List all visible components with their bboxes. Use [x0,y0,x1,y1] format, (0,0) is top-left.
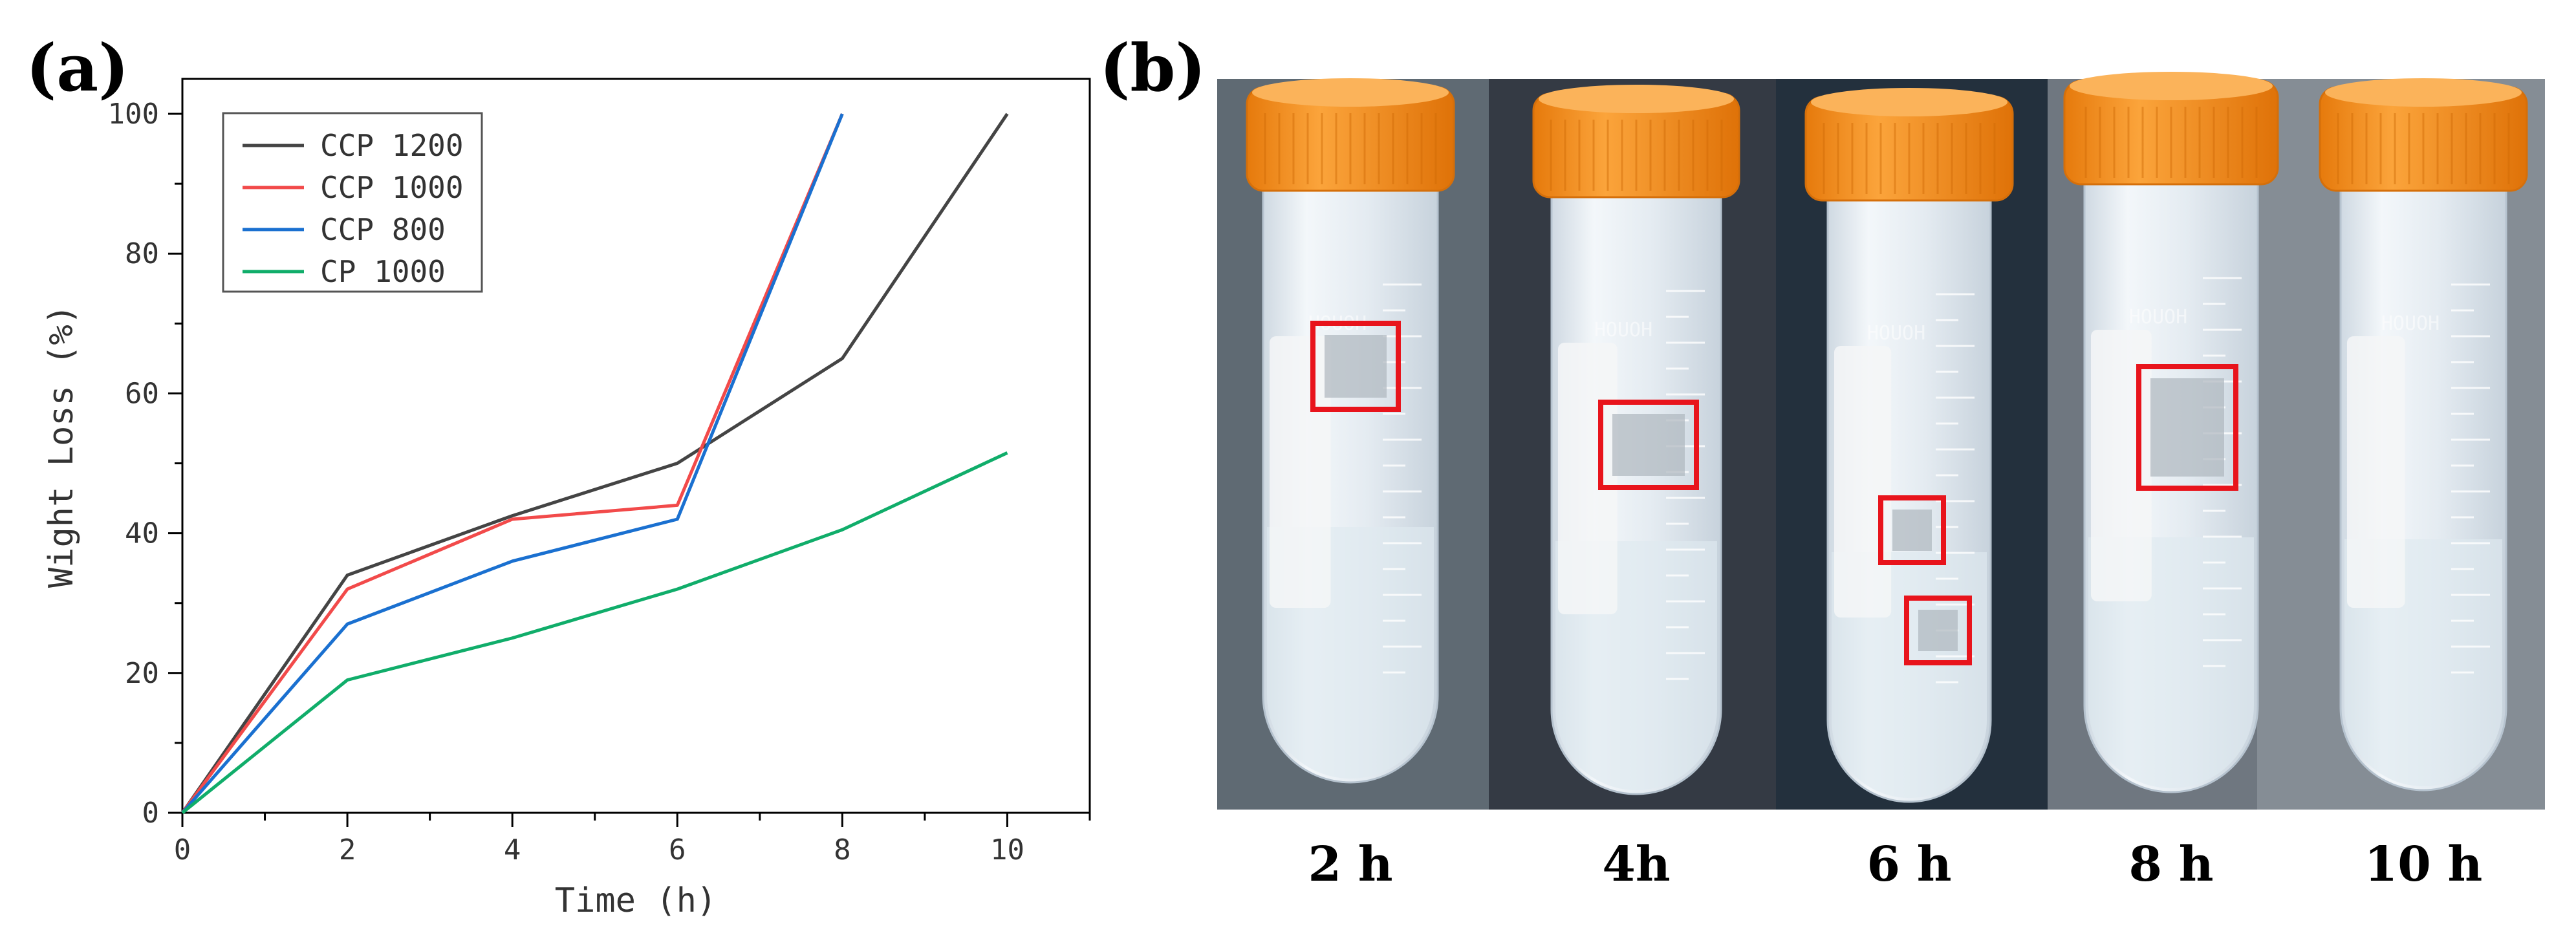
photo-caption: 10 h [2365,837,2483,892]
highlight-box [2136,364,2238,491]
photo-caption: 2 h [1308,837,1392,892]
photo-caption: 4h [1602,837,1670,892]
tube: HOUOH [1804,88,2014,803]
series-line-ccp-1000 [180,113,844,814]
series-line-ccp-1200 [180,113,1009,814]
x-tick-label: 6 [669,833,686,866]
tube-cap-top [2070,72,2273,100]
sample-fragment [1918,610,1958,651]
panel-a: (a) 0 2 4 6 8 10 0 20 40 60 80 100 Time (h) Wight … [26,30,1091,920]
sample-fragment [1325,335,1387,398]
legend-label: CCP 1000 [320,170,464,205]
x-tick-label: 4 [504,833,521,866]
x-tick-label: 8 [834,833,851,866]
photo-caption: 8 h [2128,837,2213,892]
tube-cap-top [1539,85,1734,113]
legend-label: CCP 1200 [320,128,464,163]
sample-fragment [1892,510,1932,551]
tube-print: HOUOH [1867,322,1925,345]
tube-label-patch [1834,346,1892,618]
tube-label-patch [1558,343,1618,614]
x-tick-label: 0 [174,833,191,866]
legend-label: CCP 800 [320,212,446,247]
y-ticks: 0 20 40 60 80 100 [108,98,182,830]
series-line-cp-1000 [181,451,1008,814]
panel-b: (b) HOUOH HOUOH HOUOH HOUOH HOUOH 2 h 4h 6 h 8 … [1099,30,2545,892]
y-tick-label: 40 [125,517,159,550]
tube-cap-top [2325,78,2522,107]
tube-cap-top [1811,88,2008,116]
tube-label-patch [2347,336,2405,608]
photo-captions: 2 h 4h 6 h 8 h 10 h [1308,837,2482,892]
tube: HOUOH [2063,72,2279,793]
tube-print: HOUOH [2129,306,2187,328]
tube-label-patch [2091,330,2152,601]
tube-label-patch [1270,336,1331,608]
photo: HOUOH HOUOH HOUOH HOUOH HOUOH [1217,72,2545,810]
x-ticks: 0 2 4 6 8 10 [174,813,1091,866]
sample-fragment [2150,378,2224,477]
y-axis-label: Wight Loss (%) [42,305,81,588]
y-tick-label: 80 [125,237,159,270]
highlight-box [1904,596,1972,665]
y-tick-label: 0 [142,797,160,830]
x-tick-label: 10 [990,833,1024,866]
series-line-ccp-800 [181,113,844,814]
tube: HOUOH [1532,85,1740,795]
panel-b-label: (b) [1099,30,1206,106]
tube-print: HOUOH [2381,312,2440,335]
panel-a-label: (a) [26,30,129,106]
tube: HOUOH [1246,78,1455,784]
series-lines [180,113,1009,814]
highlight-box [1598,400,1699,490]
highlight-box [1310,321,1401,412]
photo-caption: 6 h [1867,837,1951,892]
tube: HOUOH [2319,78,2528,791]
tube-cap-top [1252,78,1449,107]
sample-fragment [1612,414,1685,476]
legend-label: CP 1000 [320,254,446,289]
y-tick-label: 100 [108,98,159,131]
legend: CCP 1200 CCP 1000 CCP 800 CP 1000 [222,112,483,293]
plot-frame [181,78,1091,814]
x-tick-label: 2 [339,833,356,866]
y-tick-label: 60 [125,377,159,410]
x-axis-label: Time (h) [555,881,717,920]
legend-box [222,112,483,293]
tube-print: HOUOH [1594,319,1652,341]
highlight-box [1878,495,1946,565]
y-tick-label: 20 [125,657,159,690]
